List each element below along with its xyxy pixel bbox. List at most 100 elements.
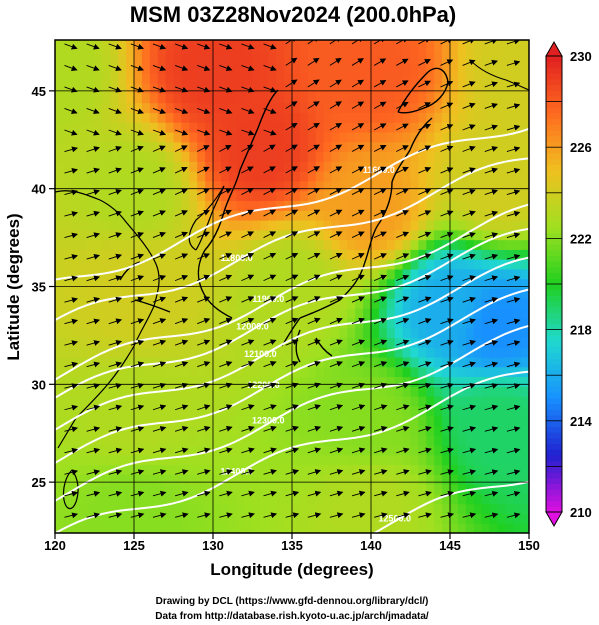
heat-cell — [252, 454, 261, 466]
heat-cell — [118, 268, 127, 280]
wind-arrow — [307, 101, 320, 109]
heat-cell — [489, 288, 498, 299]
wind-arrow — [174, 129, 189, 136]
heat-cell — [394, 454, 404, 466]
wind-arrow — [152, 382, 167, 389]
heat-cell — [386, 425, 396, 436]
heat-cell — [165, 102, 175, 113]
heat-cell — [141, 40, 151, 45]
wind-arrow — [418, 382, 432, 389]
heat-cell — [363, 102, 372, 113]
heat-cell — [450, 396, 459, 407]
heat-cell — [292, 513, 301, 524]
heat-cell — [426, 366, 435, 378]
heat-cell — [205, 92, 214, 104]
heat-cell — [268, 308, 277, 319]
wind-arrow — [130, 490, 145, 497]
heat-cell — [489, 464, 498, 475]
heat-cell — [355, 347, 364, 358]
heat-cell — [434, 200, 443, 211]
heat-cell — [165, 474, 175, 485]
heat-cell — [165, 278, 175, 290]
heat-cell — [299, 180, 309, 192]
heat-cell — [260, 63, 269, 74]
heat-cell — [473, 405, 483, 417]
heat-cell — [307, 171, 317, 182]
heat-cell — [339, 151, 348, 162]
heat-cell — [141, 259, 151, 270]
heat-cell — [260, 141, 269, 153]
heat-cell — [521, 435, 529, 446]
heat-cell — [252, 337, 261, 348]
heat-cell — [505, 40, 514, 45]
heat-cell — [252, 405, 261, 417]
heat-cell — [489, 92, 498, 104]
heat-cell — [426, 493, 435, 505]
heat-cell — [252, 200, 261, 211]
heat-cell — [276, 444, 285, 456]
wind-arrow — [418, 447, 432, 454]
heat-cell — [347, 43, 356, 55]
heat-cell — [134, 347, 143, 358]
heat-cell — [102, 503, 111, 515]
heat-cell — [497, 102, 506, 113]
heat-cell — [481, 464, 491, 475]
wind-arrow — [64, 146, 78, 153]
heat-cell — [386, 288, 396, 299]
heat-cell — [284, 474, 293, 485]
heat-cell — [323, 366, 333, 378]
heat-cell — [110, 474, 119, 485]
heat-cell — [126, 249, 135, 260]
heat-cell — [62, 337, 72, 348]
wind-arrow — [174, 65, 189, 71]
wind-arrow — [174, 274, 189, 282]
colorbar-swatch — [546, 500, 562, 507]
x-axis: 120 125 130 135 140 145 150 — [44, 533, 540, 553]
heat-cell — [94, 356, 103, 368]
heat-cell — [363, 73, 372, 84]
heat-cell — [70, 298, 80, 309]
heat-cell — [260, 278, 269, 290]
heat-cell — [228, 454, 238, 466]
heat-cell — [307, 317, 317, 329]
heat-cell — [378, 171, 388, 182]
heat-cell — [149, 513, 159, 524]
heat-cell — [378, 288, 388, 299]
wind-arrow — [152, 167, 166, 174]
heat-cell — [323, 386, 333, 397]
heat-cell — [236, 200, 246, 211]
heat-cell — [126, 180, 135, 192]
heat-cell — [521, 210, 529, 221]
heat-cell — [102, 229, 111, 241]
heat-cell — [323, 200, 333, 211]
wind-arrow — [307, 122, 320, 131]
heat-cell — [268, 347, 277, 358]
heat-cell — [149, 83, 159, 94]
heat-cell — [197, 259, 206, 270]
heat-cell — [70, 523, 80, 533]
heat-cell — [149, 73, 159, 84]
heat-cell — [481, 249, 491, 260]
heat-cell — [363, 474, 372, 485]
heat-cell — [189, 435, 198, 446]
heat-cell — [165, 43, 175, 55]
heat-cell — [363, 180, 372, 192]
wind-arrow — [285, 187, 299, 195]
wind-arrow — [462, 383, 477, 389]
heat-cell — [102, 337, 111, 348]
heat-cell — [260, 493, 269, 505]
heat-cell — [410, 249, 419, 260]
heat-cell — [102, 112, 111, 123]
heat-cell — [378, 484, 388, 495]
heat-cell — [118, 122, 127, 133]
heat-cell — [418, 229, 427, 241]
heat-cell — [157, 278, 167, 290]
heat-cell — [434, 53, 443, 65]
heat-cell — [410, 229, 419, 241]
heat-cell — [386, 415, 396, 427]
heat-cell — [141, 43, 151, 55]
colorbar-swatch — [546, 278, 562, 285]
heat-cell — [394, 288, 404, 299]
heat-cell — [94, 259, 103, 270]
